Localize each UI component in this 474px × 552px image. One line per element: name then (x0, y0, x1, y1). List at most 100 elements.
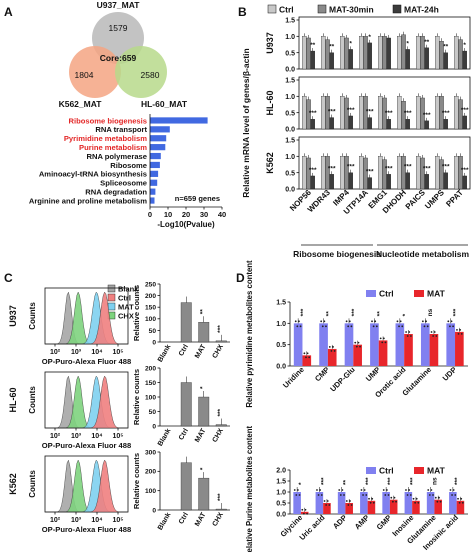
c-hist-frame-0 (44, 287, 129, 345)
d-dot-ctrl-top-3-3 (375, 325, 378, 328)
d-bar-ctrl-bottom-5 (404, 492, 413, 514)
b-legend-label-0: Ctrl (279, 5, 294, 15)
pathway-bar-8 (150, 188, 156, 195)
d-bar-mat-bottom-5 (412, 500, 420, 514)
b-sig-1-2: *** (347, 107, 355, 114)
d-dot-ctrl-top-2-2 (348, 320, 351, 323)
d-dot-mat-bottom-4-1 (391, 500, 394, 503)
d-dot-mat-top-1-1 (330, 350, 333, 352)
d-dot-ctrl-top-4-2 (399, 320, 402, 323)
d-bar-mat-top-2 (353, 344, 362, 366)
d-bar-ctrl-bottom-1 (315, 492, 324, 514)
c-bar-sig-2-3: *** (217, 493, 224, 501)
c-hist-peak-0-2 (45, 291, 128, 345)
b-legend-label-2: MAT-24h (404, 5, 439, 15)
d-dot-mat-bottom-4-3 (395, 500, 397, 503)
c-bar-y-label-2: Relative counts (132, 453, 141, 509)
panel-label-a: A (4, 5, 13, 19)
d-dot-mat-bottom-3-3 (372, 501, 375, 504)
d-dot-ctrl-bottom-6-1 (428, 494, 431, 496)
b-bar-0-7-2 (443, 52, 448, 70)
venn-core-label: Core:659 (100, 53, 137, 63)
d-dot-ctrl-bottom-5-1 (406, 494, 409, 496)
pathway-bar-2 (150, 135, 167, 142)
pathway-bar-7 (150, 179, 158, 186)
c-hist-tick-label-2-3: 10⁵ (112, 517, 123, 524)
d-dot-mat-bottom-6-3 (439, 500, 442, 503)
d-legend-swatch-top-0 (366, 290, 376, 297)
b-bar-2-1-2 (329, 174, 334, 190)
d-legend-swatch-bottom-1 (414, 467, 424, 474)
d-dot-ctrl-bottom-3-3 (365, 494, 368, 496)
c-hist-tick-label-0-0: 10² (50, 349, 61, 356)
b-bar-0-6-2 (424, 47, 429, 70)
c-bar-tick-label-2-2: 100 (145, 488, 156, 495)
d-dot-mat-bottom-1-1 (325, 504, 328, 506)
d-tick-label-bottom-4: 0.0 (276, 512, 286, 519)
d-dot-ctrl-bottom-3-1 (362, 494, 364, 496)
c-bar-cat-label-2-0: Blank (157, 511, 173, 531)
b-bar-2-1-1 (325, 156, 330, 190)
d-dot-ctrl-top-2-0 (345, 320, 348, 323)
b-bar-1-3-0 (359, 96, 364, 130)
pathway-tick-label-3: 30 (200, 210, 208, 219)
c-hist-peak-0-1 (45, 291, 128, 345)
d-bar-mat-top-0 (302, 355, 312, 366)
b-bar-1-1-2 (329, 117, 334, 130)
panel-label-d: D (236, 271, 245, 285)
b-bar-2-0-0 (302, 156, 307, 190)
d-dot-mat-top-4-1 (406, 335, 409, 337)
c-hist-y-label-1: Counts (28, 386, 37, 414)
pathway-note: n=659 genes (175, 194, 220, 203)
b-bar-0-2-2 (348, 49, 353, 70)
b-bar-2-5-2 (405, 172, 410, 190)
d-bar-ctrl-bottom-4 (382, 492, 390, 514)
d-dot-ctrl-top-3-0 (371, 320, 373, 323)
c-bar-cat-label-1-1: Ctrl (178, 427, 190, 441)
b-bar-1-4-0 (378, 96, 383, 130)
d-bar-ctrl-bottom-6 (426, 492, 435, 514)
b-bar-0-6-0 (416, 36, 421, 70)
c-bar-1-3 (215, 424, 227, 427)
b-tick-label-1-2: 0.5 (285, 110, 295, 117)
b-gene-label-7: UMPS (423, 188, 446, 211)
b-bar-0-4-0 (378, 36, 383, 70)
d-dot-mat-bottom-2-0 (345, 500, 348, 502)
d-sig-bottom-4: *** (387, 477, 394, 485)
b-bar-1-3-2 (367, 117, 372, 130)
b-bar-0-5-1 (401, 34, 406, 70)
d-sig-bottom-3: *** (365, 477, 372, 485)
c-bar-cat-label-0-0: Blank (157, 343, 173, 363)
b-bar-0-3-0 (359, 36, 364, 70)
c-bar-cat-label-2-2: MAT (194, 511, 208, 528)
d-dot-ctrl-bottom-6-2 (430, 489, 433, 491)
d-dot-ctrl-top-3-2 (374, 320, 377, 323)
d-tick-label-top-2: 0.5 (276, 342, 286, 349)
d-dot-mat-bottom-0-0 (301, 508, 304, 511)
d-dot-ctrl-bottom-6-0 (427, 489, 430, 491)
pathway-x-label: -Log10(Pvalue) (157, 220, 215, 229)
b-gene-label-8: PPAT (444, 188, 465, 209)
b-group-label-0: Ribosome biogenesis (293, 249, 381, 259)
d-sig-top-0: *** (300, 308, 307, 316)
c-bar-tick-label-1-4: 0 (152, 423, 156, 430)
d-dot-mat-bottom-6-0 (434, 496, 437, 499)
c-bar-tick-label-1-3: 50 (149, 409, 157, 416)
c-hist-tick-label-1-0: 10² (50, 433, 61, 440)
c-bar-sig-1-2: * (199, 386, 206, 389)
d-dot-ctrl-bottom-0-0 (293, 489, 296, 491)
d-dot-ctrl-top-0-3 (299, 325, 302, 328)
c-bar-tick-label-0-1: 200 (145, 293, 156, 300)
d-dot-mat-bottom-3-1 (369, 501, 372, 504)
b-sig-1-4: *** (385, 110, 393, 117)
d-legend-label-top-0: Ctrl (379, 289, 394, 299)
c-bar-tick-label-1-0: 200 (145, 365, 156, 372)
d-dot-mat-top-0-2 (306, 352, 309, 355)
d-bar-mat-bottom-6 (434, 499, 442, 514)
d-tick-label-bottom-1: 1.5 (276, 479, 286, 486)
c-bar-y-label-1: Relative counts (132, 369, 141, 425)
b-sig-1-0: *** (309, 110, 317, 117)
d-dot-ctrl-top-2-1 (347, 325, 350, 328)
b-bar-1-0-2 (310, 119, 315, 130)
d-dot-ctrl-top-1-2 (323, 320, 326, 323)
